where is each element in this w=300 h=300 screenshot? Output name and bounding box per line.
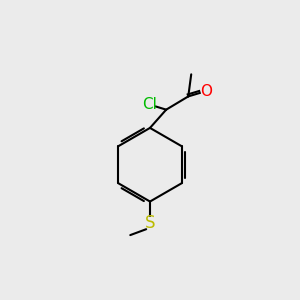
Text: S: S [145,214,155,232]
Text: O: O [200,84,212,99]
Text: Cl: Cl [142,97,157,112]
